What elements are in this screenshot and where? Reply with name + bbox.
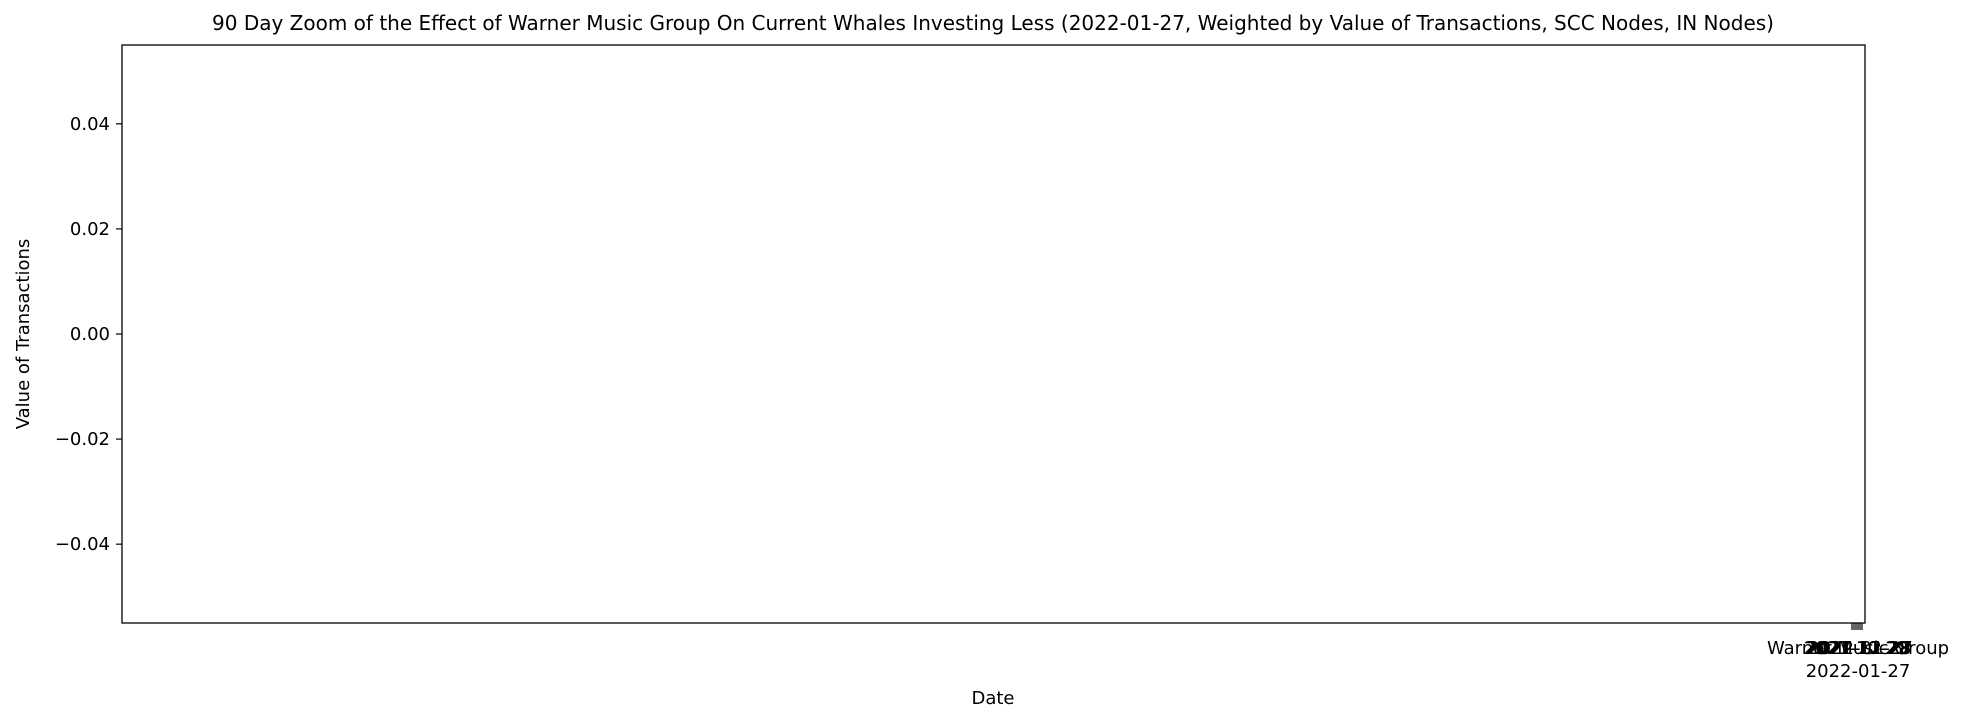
y-tick-label: −0.04 <box>55 534 110 555</box>
x-tick-label: 2021-11-28 <box>1805 638 1910 659</box>
x-axis-label: Date <box>971 688 1014 709</box>
y-axis-label: Value of Transactions <box>13 239 34 430</box>
x-tick-label: 2021-12-28 <box>1807 638 1912 659</box>
x-tick-label: 2021-10-29 <box>1804 638 1909 659</box>
y-tick-label: −0.02 <box>55 429 110 450</box>
y-tick-label: 0.00 <box>70 324 110 345</box>
chart-title: 90 Day Zoom of the Effect of Warner Musi… <box>212 11 1774 35</box>
y-tick-label: 0.04 <box>70 114 110 135</box>
y-tick-label: 0.02 <box>70 219 110 240</box>
x-tick-label: 2022-01-27 <box>1808 638 1913 659</box>
x-axis-ticks: 2021-10-292021-11-282021-12-282022-01-27… <box>1767 623 1949 682</box>
event-annotation-date: 2022-01-27 <box>1806 661 1911 682</box>
event-annotation-label: Warner Music Group <box>1767 638 1949 659</box>
y-axis-ticks: 0.04 0.02 0.00 −0.02 −0.04 <box>55 114 122 555</box>
